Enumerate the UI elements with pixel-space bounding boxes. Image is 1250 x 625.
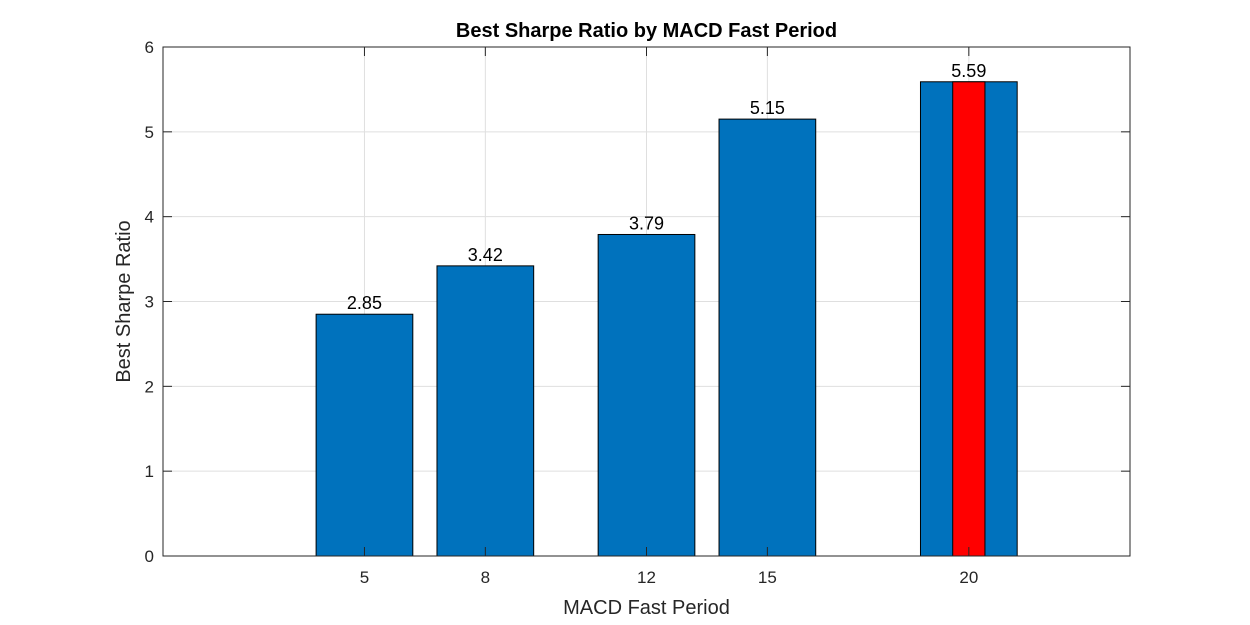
data-label: 3.42: [468, 245, 503, 265]
bars: [315, 81, 1018, 557]
x-axis-label: MACD Fast Period: [563, 597, 730, 619]
data-label: 2.85: [347, 293, 382, 313]
data-label: 3.79: [629, 213, 664, 233]
chart-title: Best Sharpe Ratio by MACD Fast Period: [456, 20, 837, 42]
x-tick-label: 5: [360, 568, 369, 587]
bar: [718, 118, 817, 557]
x-tick-label: 15: [758, 568, 777, 587]
y-tick-label: 2: [145, 377, 154, 396]
y-tick-label: 5: [145, 123, 154, 142]
data-label: 5.59: [951, 61, 986, 81]
bar: [315, 313, 414, 557]
bar: [597, 233, 696, 557]
data-labels: 2.85 3.42 3.79 5.15 5.59: [347, 61, 986, 313]
x-tick-label: 12: [637, 568, 656, 587]
y-tick-label: 1: [145, 462, 154, 481]
y-tick-label: 0: [145, 547, 154, 566]
x-tick-label: 20: [959, 568, 978, 587]
x-tick-label: 8: [481, 568, 490, 587]
highlight-bar: [952, 81, 986, 557]
y-tick-label: 3: [145, 293, 154, 312]
bar: [436, 265, 535, 557]
data-label: 5.15: [750, 98, 785, 118]
y-tick-label: 6: [145, 38, 154, 57]
y-tick-label: 4: [145, 208, 154, 227]
y-axis-label: Best Sharpe Ratio: [113, 220, 135, 382]
